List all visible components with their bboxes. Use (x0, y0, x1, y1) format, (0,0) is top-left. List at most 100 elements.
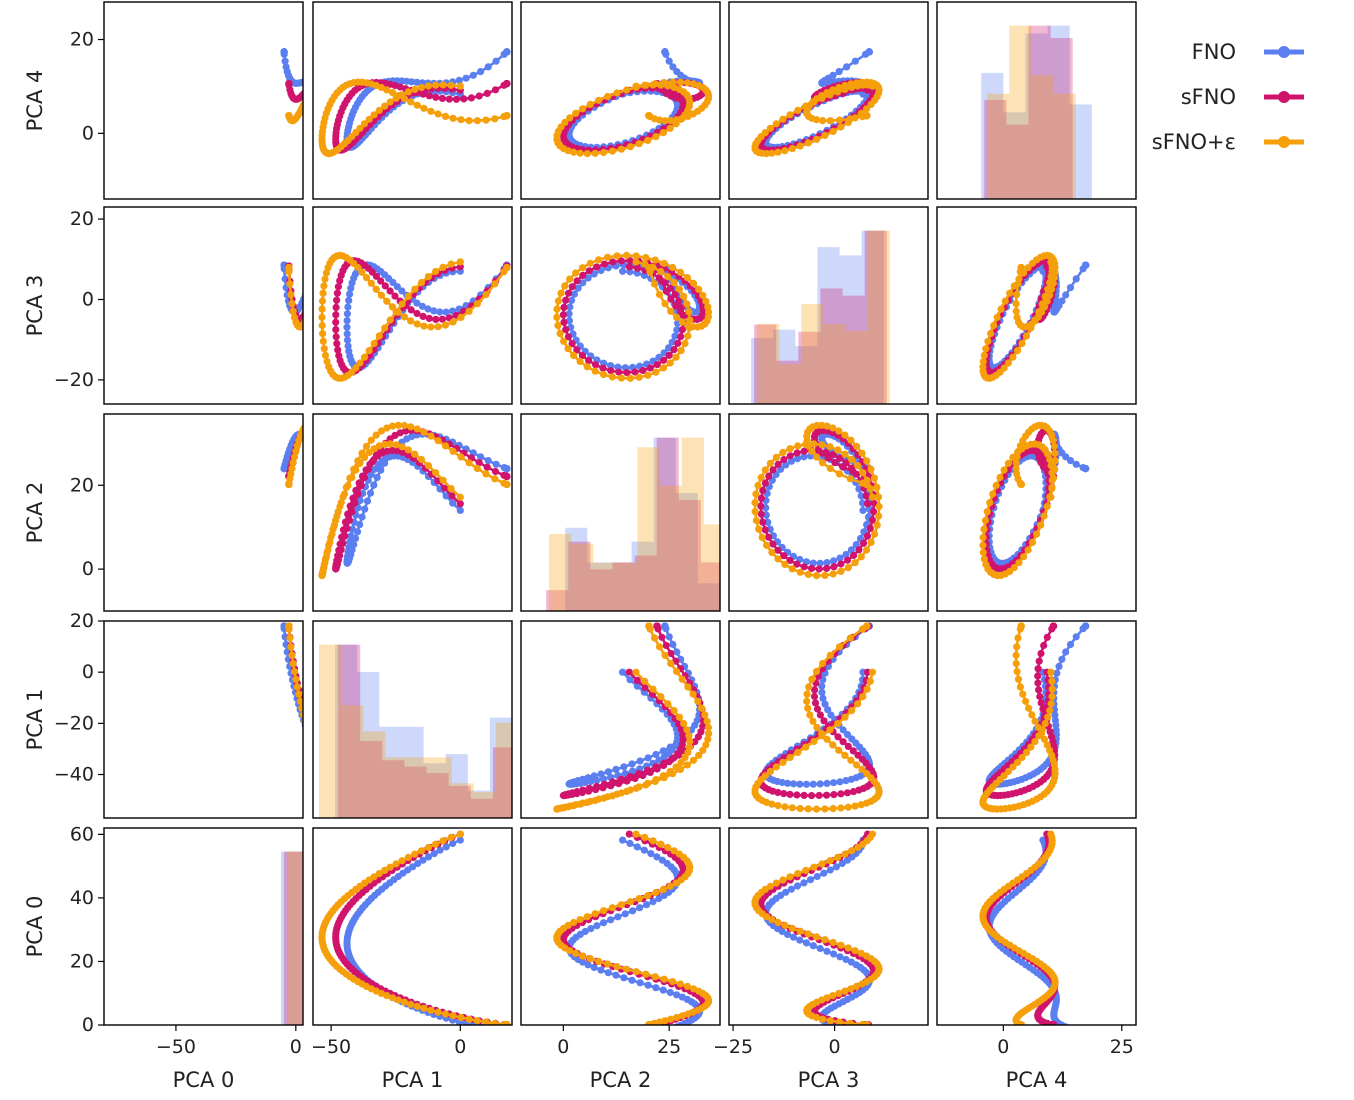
hist-bar (426, 773, 449, 818)
data-point (317, 79, 324, 86)
data-point (325, 491, 332, 498)
y-axis-label: PCA 1 (23, 689, 47, 751)
data-point (381, 866, 389, 875)
data-point (635, 140, 643, 148)
data-point (308, 424, 315, 431)
data-point (1046, 493, 1054, 501)
data-point (837, 123, 845, 131)
data-point (680, 720, 688, 728)
data-point (413, 299, 421, 307)
data-point (314, 437, 321, 444)
data-point (821, 131, 829, 140)
data-point (442, 492, 450, 500)
data-point (330, 521, 338, 529)
data-point (366, 146, 373, 153)
data-point (653, 622, 661, 630)
hist-bar (568, 541, 591, 611)
data-point (642, 254, 650, 262)
data-point (980, 351, 988, 359)
data-point (595, 256, 603, 264)
data-point (787, 457, 796, 465)
data-point (818, 441, 826, 449)
data-point (305, 422, 312, 429)
data-point (395, 352, 402, 359)
data-point (806, 876, 815, 884)
data-point (570, 918, 578, 927)
data-point (351, 534, 360, 543)
data-point (1043, 297, 1051, 305)
data-point (434, 323, 442, 331)
data-point (391, 292, 399, 300)
data-point (321, 79, 328, 86)
data-point (649, 898, 657, 906)
data-point (393, 339, 400, 346)
data-point (372, 451, 380, 459)
data-point (465, 307, 473, 315)
data-point (413, 320, 421, 328)
data-point (572, 949, 580, 958)
data-point (846, 634, 854, 642)
data-point (397, 354, 404, 361)
data-point (354, 337, 361, 344)
data-point (1013, 758, 1022, 767)
data-point (439, 81, 447, 89)
x-tick-label: 25 (657, 1036, 681, 1058)
data-point (666, 743, 674, 751)
data-point (426, 492, 433, 499)
data-point (806, 711, 814, 719)
data-point (651, 256, 659, 264)
data-point (844, 944, 852, 952)
data-point (623, 251, 631, 259)
data-point (357, 563, 364, 570)
data-point (460, 95, 468, 103)
data-point (1037, 521, 1045, 529)
series-line-2 (753, 833, 881, 1025)
data-point (813, 805, 821, 813)
data-point (834, 720, 842, 728)
data-point (620, 763, 628, 771)
data-point (576, 357, 584, 366)
data-point (385, 487, 392, 494)
data-point (829, 86, 837, 94)
data-point (857, 553, 865, 561)
data-point (387, 364, 394, 371)
data-point (673, 667, 681, 676)
data-point (449, 499, 457, 507)
data-point (311, 744, 318, 751)
data-point (826, 726, 834, 734)
data-point (768, 800, 776, 808)
data-point (432, 315, 440, 323)
data-point (613, 963, 621, 971)
hist-bar (1031, 75, 1054, 199)
data-point (1058, 655, 1066, 663)
data-point (419, 90, 427, 98)
data-point (979, 363, 987, 371)
hist-bar (360, 740, 383, 818)
data-point (318, 490, 325, 497)
data-point (873, 483, 881, 491)
hist-bar (1006, 124, 1029, 199)
data-point (432, 267, 440, 276)
data-point (867, 538, 875, 547)
hist-bar (615, 562, 638, 611)
data-point (553, 313, 561, 321)
hist-bar (776, 360, 799, 404)
data-point (1004, 459, 1013, 467)
data-point (774, 918, 782, 927)
data-point (375, 137, 382, 144)
data-point (354, 553, 361, 560)
data-point (851, 57, 860, 65)
data-point (670, 847, 678, 855)
data-point (979, 357, 987, 366)
data-point (821, 700, 829, 708)
data-point (357, 322, 364, 329)
hist-bar (495, 722, 512, 818)
data-point (314, 280, 321, 287)
panel-4-2 (520, 1, 721, 200)
hist-bar (363, 731, 386, 818)
data-point (439, 837, 447, 845)
x-tick-label: 0 (557, 1036, 569, 1058)
data-point (667, 117, 675, 125)
data-point (404, 88, 412, 96)
